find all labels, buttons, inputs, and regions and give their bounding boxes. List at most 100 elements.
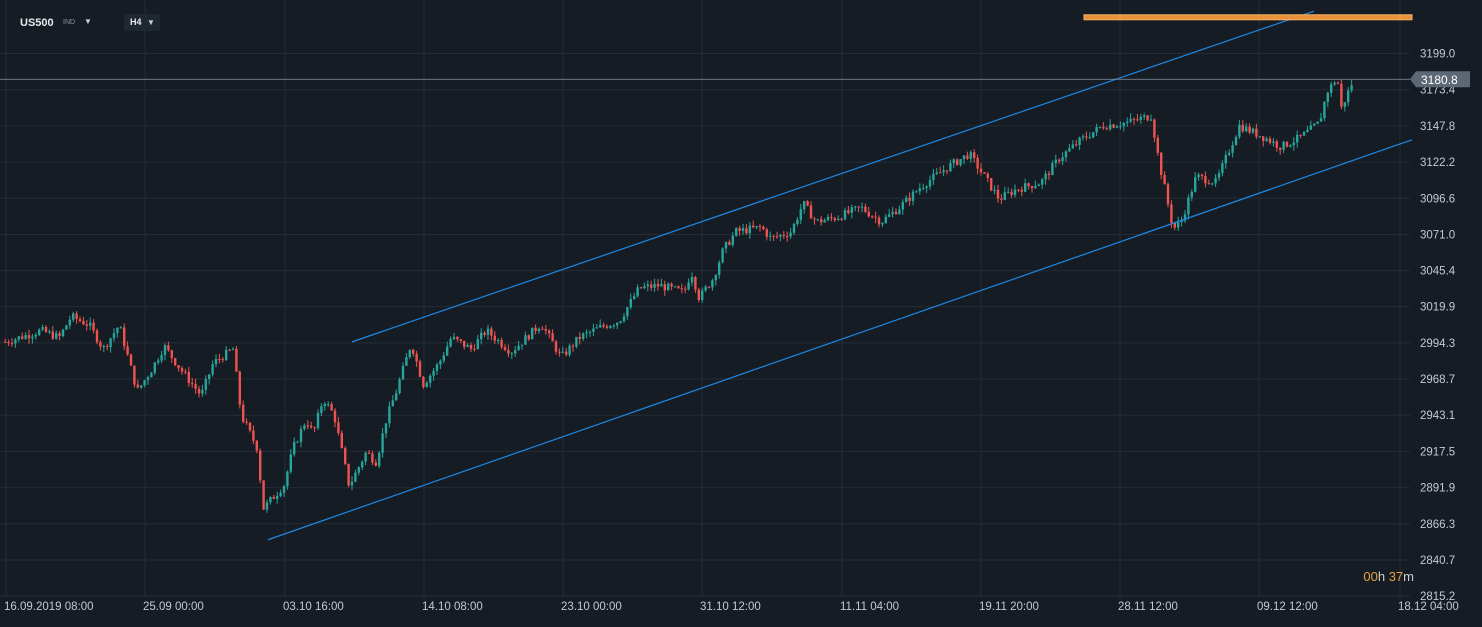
channel-lower-line[interactable]: [267, 139, 1413, 541]
candle-body: [1177, 222, 1180, 228]
candle-body: [605, 326, 609, 328]
candle-body: [1187, 197, 1190, 215]
candle-body: [1323, 101, 1326, 119]
candle-body: [520, 344, 524, 346]
candle-body: [850, 207, 853, 213]
candle-body: [1228, 152, 1231, 155]
candle-body: [599, 324, 602, 328]
candle-body: [1248, 126, 1251, 133]
candle-body: [1105, 128, 1108, 130]
candle-body: [911, 191, 915, 201]
candle-body: [78, 319, 82, 321]
candle-body: [762, 226, 765, 230]
candle-body: [191, 383, 194, 385]
candle-body: [235, 348, 238, 372]
candle-body: [486, 328, 490, 335]
resistance-zone[interactable]: [1083, 14, 1413, 21]
candle-body: [629, 298, 632, 308]
candle-body: [894, 211, 898, 215]
candle-countdown: 00h 37m: [1363, 569, 1414, 584]
candle-body: [782, 234, 785, 237]
candle-body: [1319, 118, 1323, 122]
candle-body: [1194, 177, 1197, 192]
candle-body: [1255, 128, 1258, 137]
candle-body: [898, 209, 901, 215]
candle-body: [1296, 134, 1299, 143]
candle-body: [395, 392, 398, 401]
candle-body: [1268, 138, 1272, 143]
candle-body: [1095, 127, 1098, 133]
candle-body: [1030, 186, 1034, 189]
candle-body: [490, 328, 493, 336]
candle-body: [1058, 159, 1061, 162]
y-tick-label: 3122.2: [1420, 157, 1455, 169]
candle-body: [816, 219, 819, 221]
candle-body: [1156, 137, 1159, 153]
candle-body: [197, 388, 201, 394]
candle-body: [833, 218, 836, 221]
channel-upper-line[interactable]: [351, 10, 1315, 343]
candle-body: [7, 342, 10, 344]
candle-body: [1350, 85, 1353, 91]
candle-body: [34, 334, 37, 337]
candle-body: [843, 210, 847, 220]
timeframe-selector[interactable]: H4 ▼: [124, 14, 160, 31]
symbol-dropdown-icon[interactable]: ▼: [84, 17, 92, 26]
x-tick-label: 18.12 04:00: [1398, 601, 1459, 613]
candle-body: [983, 172, 986, 174]
candle-body: [1092, 132, 1095, 138]
candle-body: [279, 492, 282, 496]
candle-body: [561, 351, 564, 353]
x-tick-label: 03.10 16:00: [283, 601, 344, 613]
candle-body: [150, 372, 153, 378]
candle-body: [551, 333, 554, 342]
candle-body: [656, 283, 660, 287]
candle-body: [364, 452, 367, 462]
candle-body: [1340, 83, 1343, 107]
candle-body: [1166, 184, 1170, 205]
candle-body: [180, 368, 184, 372]
candle-body: [384, 423, 388, 434]
candle-body: [680, 288, 683, 290]
candle-body: [758, 226, 762, 228]
candle-body: [58, 333, 61, 337]
candle-body: [323, 404, 326, 407]
candle-body: [874, 216, 877, 218]
candle-body: [133, 365, 136, 385]
candle-body: [357, 467, 360, 473]
candle-body: [388, 406, 391, 424]
candle-body: [255, 440, 258, 451]
candle-body: [1262, 136, 1265, 141]
candle-body: [157, 360, 160, 363]
symbol-label[interactable]: US500: [20, 17, 54, 29]
candle-body: [92, 322, 95, 331]
candle-body: [1306, 129, 1309, 133]
candle-body: [1146, 115, 1149, 121]
candle-body: [422, 376, 425, 388]
candle-body: [741, 228, 745, 231]
candle-body: [425, 382, 428, 388]
candle-body: [1292, 142, 1295, 146]
candle-body: [163, 345, 167, 356]
x-tick-label: 11.11 04:00: [840, 601, 899, 613]
candle-body: [1143, 115, 1146, 117]
candle-body: [1275, 141, 1278, 148]
candle-body: [21, 336, 24, 339]
candle-body: [1221, 163, 1224, 174]
candle-body: [1204, 176, 1207, 184]
candle-body: [952, 159, 955, 164]
x-tick-label: 31.10 12:00: [700, 601, 761, 613]
candle-body: [731, 235, 734, 245]
candle-body: [112, 333, 116, 339]
candle-body: [269, 497, 272, 503]
candle-body: [1251, 128, 1255, 133]
timer-minutes-unit: m: [1403, 569, 1414, 584]
candle-body: [10, 343, 14, 345]
candle-body: [1316, 121, 1319, 124]
x-tick-label: 28.11 12:00: [1118, 601, 1178, 613]
candle-body: [48, 331, 51, 333]
candle-body: [330, 404, 333, 411]
candle-body: [789, 232, 792, 237]
